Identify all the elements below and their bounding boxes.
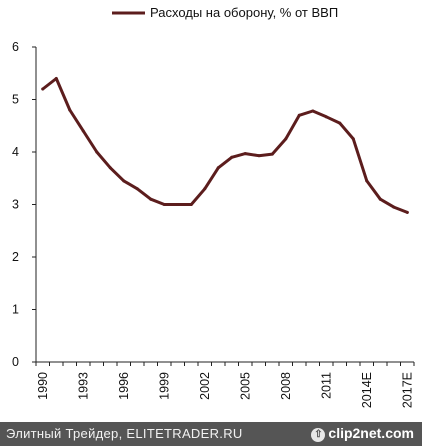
- data-point: [270, 152, 274, 156]
- chart-series: [41, 77, 409, 214]
- data-point: [41, 87, 45, 91]
- data-point: [378, 197, 382, 201]
- x-tick-label: 2017E: [400, 372, 414, 408]
- data-point: [176, 203, 180, 206]
- x-tick-label: 1993: [76, 372, 90, 400]
- data-point: [135, 187, 139, 191]
- y-tick-label: 2: [12, 250, 19, 264]
- data-point: [297, 113, 301, 117]
- y-tick-label: 4: [12, 145, 19, 159]
- x-axis-ticks: 1990 1993 1996 1999 2002 2005 2008 2011 2014E 201…: [35, 362, 415, 408]
- x-tick-label: 2005: [238, 372, 252, 400]
- data-point: [324, 115, 328, 119]
- data-point: [189, 203, 193, 206]
- legend-label: Расходы на оборону, % от ВВП: [150, 5, 338, 20]
- footer-bar: Элитный Трейдер, ELITETRADER.RU ⇧ clip2ne…: [0, 422, 422, 446]
- y-tick-label: 6: [12, 40, 19, 54]
- data-point: [68, 108, 72, 112]
- clip2net-logo[interactable]: ⇧ clip2net.com: [311, 425, 414, 442]
- data-point: [243, 152, 247, 156]
- y-tick-label: 0: [12, 355, 19, 369]
- clip2net-logo-text: clip2net.com: [328, 425, 414, 441]
- series-line: [41, 77, 409, 214]
- data-point: [392, 205, 396, 209]
- data-point: [203, 187, 207, 191]
- x-tick-label: 1999: [157, 372, 171, 400]
- data-point: [351, 137, 355, 141]
- x-tick-label: 2011: [319, 372, 333, 399]
- line-chart: Расходы на оборону, % от ВВП 0 1 2 3 4 5 6 199…: [12, 5, 415, 408]
- chart-axes: [35, 47, 414, 363]
- upload-icon: ⇧: [311, 428, 326, 442]
- x-tick-label: 1990: [36, 372, 50, 400]
- data-point: [284, 137, 288, 141]
- data-point: [405, 210, 409, 214]
- data-point: [216, 166, 220, 170]
- x-tick-label: 2002: [198, 372, 212, 400]
- y-tick-label: 5: [12, 93, 19, 107]
- data-point: [149, 197, 153, 201]
- chart-legend: Расходы на оборону, % от ВВП: [112, 5, 338, 20]
- data-point: [365, 179, 369, 183]
- y-tick-label: 3: [12, 198, 19, 212]
- x-tick-label: 1996: [117, 372, 131, 400]
- data-point: [311, 109, 315, 113]
- data-point: [108, 166, 112, 170]
- footer-credit: Элитный Трейдер, ELITETRADER.RU: [6, 426, 243, 441]
- data-point: [338, 121, 342, 125]
- y-axis-ticks: 0 1 2 3 4 5 6: [12, 40, 36, 369]
- data-point: [81, 129, 85, 133]
- y-tick-label: 1: [12, 303, 19, 317]
- x-tick-label: 2008: [279, 372, 293, 400]
- x-tick-label: 2014E: [360, 372, 374, 408]
- data-point: [122, 179, 126, 183]
- data-point: [230, 155, 234, 159]
- data-point: [162, 203, 166, 206]
- data-point: [257, 154, 261, 158]
- data-point: [54, 77, 58, 80]
- data-point: [95, 150, 99, 154]
